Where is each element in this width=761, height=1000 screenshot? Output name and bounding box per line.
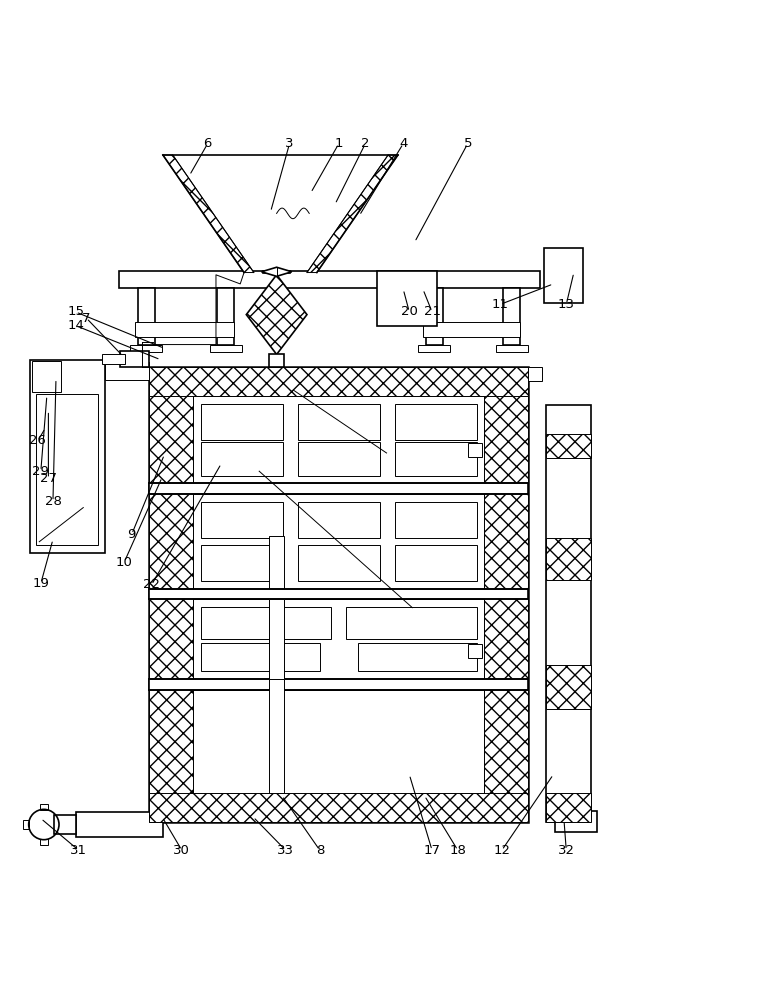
Bar — [40, 804, 48, 810]
Bar — [138, 288, 154, 345]
Text: 7: 7 — [82, 312, 91, 325]
Bar — [298, 502, 380, 538]
Bar — [193, 690, 484, 793]
Text: 22: 22 — [143, 578, 160, 591]
Text: 9: 9 — [128, 528, 136, 541]
Bar — [149, 589, 528, 599]
Bar — [130, 345, 162, 352]
Text: 10: 10 — [116, 556, 132, 569]
Text: 29: 29 — [33, 465, 49, 478]
Bar — [201, 607, 331, 639]
Text: 8: 8 — [316, 844, 324, 857]
Bar — [23, 820, 30, 829]
Bar — [269, 679, 284, 793]
Text: 20: 20 — [401, 305, 418, 318]
Text: 13: 13 — [558, 298, 575, 311]
Bar — [193, 599, 484, 679]
Bar — [104, 362, 149, 380]
Bar — [426, 288, 443, 345]
Bar — [395, 442, 477, 476]
Bar — [218, 288, 234, 345]
Bar — [40, 839, 48, 845]
Bar — [75, 812, 163, 837]
Bar — [210, 345, 242, 352]
Text: 3: 3 — [285, 137, 294, 150]
Bar — [423, 322, 520, 337]
Text: 19: 19 — [33, 577, 49, 590]
Bar — [346, 607, 477, 639]
Text: 21: 21 — [424, 305, 441, 318]
Polygon shape — [247, 275, 307, 354]
Polygon shape — [307, 155, 398, 273]
Bar — [269, 536, 284, 679]
Text: 28: 28 — [44, 495, 62, 508]
Bar — [298, 404, 380, 440]
Text: 31: 31 — [70, 844, 88, 857]
Bar — [546, 665, 591, 709]
Bar — [528, 367, 542, 381]
Bar — [377, 271, 438, 326]
Bar — [495, 345, 527, 352]
Bar — [119, 271, 540, 288]
Text: 30: 30 — [174, 844, 190, 857]
Bar — [30, 360, 104, 553]
Polygon shape — [163, 155, 254, 273]
Text: 11: 11 — [492, 298, 509, 311]
Text: 2: 2 — [361, 137, 370, 150]
Text: 6: 6 — [203, 137, 212, 150]
Text: 15: 15 — [67, 305, 84, 318]
Bar — [395, 545, 477, 581]
Bar — [120, 351, 149, 367]
Bar — [298, 545, 380, 581]
Text: 17: 17 — [424, 844, 441, 857]
Bar — [546, 434, 591, 458]
Bar — [269, 354, 284, 367]
Text: 12: 12 — [493, 844, 511, 857]
Bar — [555, 811, 597, 832]
Bar — [32, 361, 61, 392]
Bar — [395, 502, 477, 538]
Bar — [201, 502, 282, 538]
Bar — [149, 793, 528, 822]
Bar — [263, 271, 290, 273]
Text: 32: 32 — [558, 844, 575, 857]
Bar — [269, 599, 284, 679]
Bar — [149, 367, 528, 822]
Bar — [546, 538, 591, 580]
Text: 1: 1 — [335, 137, 343, 150]
Text: 27: 27 — [40, 472, 57, 485]
Text: 4: 4 — [399, 137, 407, 150]
Bar — [193, 396, 484, 483]
Bar — [102, 354, 125, 364]
Polygon shape — [262, 267, 291, 276]
Bar — [358, 643, 477, 671]
Bar — [201, 442, 282, 476]
Bar — [484, 367, 528, 822]
Bar — [503, 288, 520, 345]
Text: 14: 14 — [67, 319, 84, 332]
Bar — [546, 405, 591, 822]
Text: 18: 18 — [450, 844, 466, 857]
Text: 26: 26 — [30, 434, 46, 447]
Bar — [55, 815, 75, 834]
Text: 5: 5 — [463, 137, 472, 150]
Bar — [37, 394, 98, 545]
Bar — [149, 483, 528, 494]
Bar — [201, 545, 282, 581]
Bar — [546, 793, 591, 822]
Bar — [543, 248, 583, 303]
Text: 33: 33 — [277, 844, 295, 857]
Bar — [201, 404, 282, 440]
Bar — [149, 367, 193, 822]
Bar — [201, 643, 320, 671]
Bar — [149, 679, 528, 690]
Bar — [149, 367, 528, 396]
Bar — [193, 494, 484, 589]
Bar — [469, 443, 482, 457]
Bar — [395, 404, 477, 440]
Bar — [135, 322, 234, 337]
Bar — [469, 644, 482, 658]
Bar — [419, 345, 451, 352]
Bar — [298, 442, 380, 476]
